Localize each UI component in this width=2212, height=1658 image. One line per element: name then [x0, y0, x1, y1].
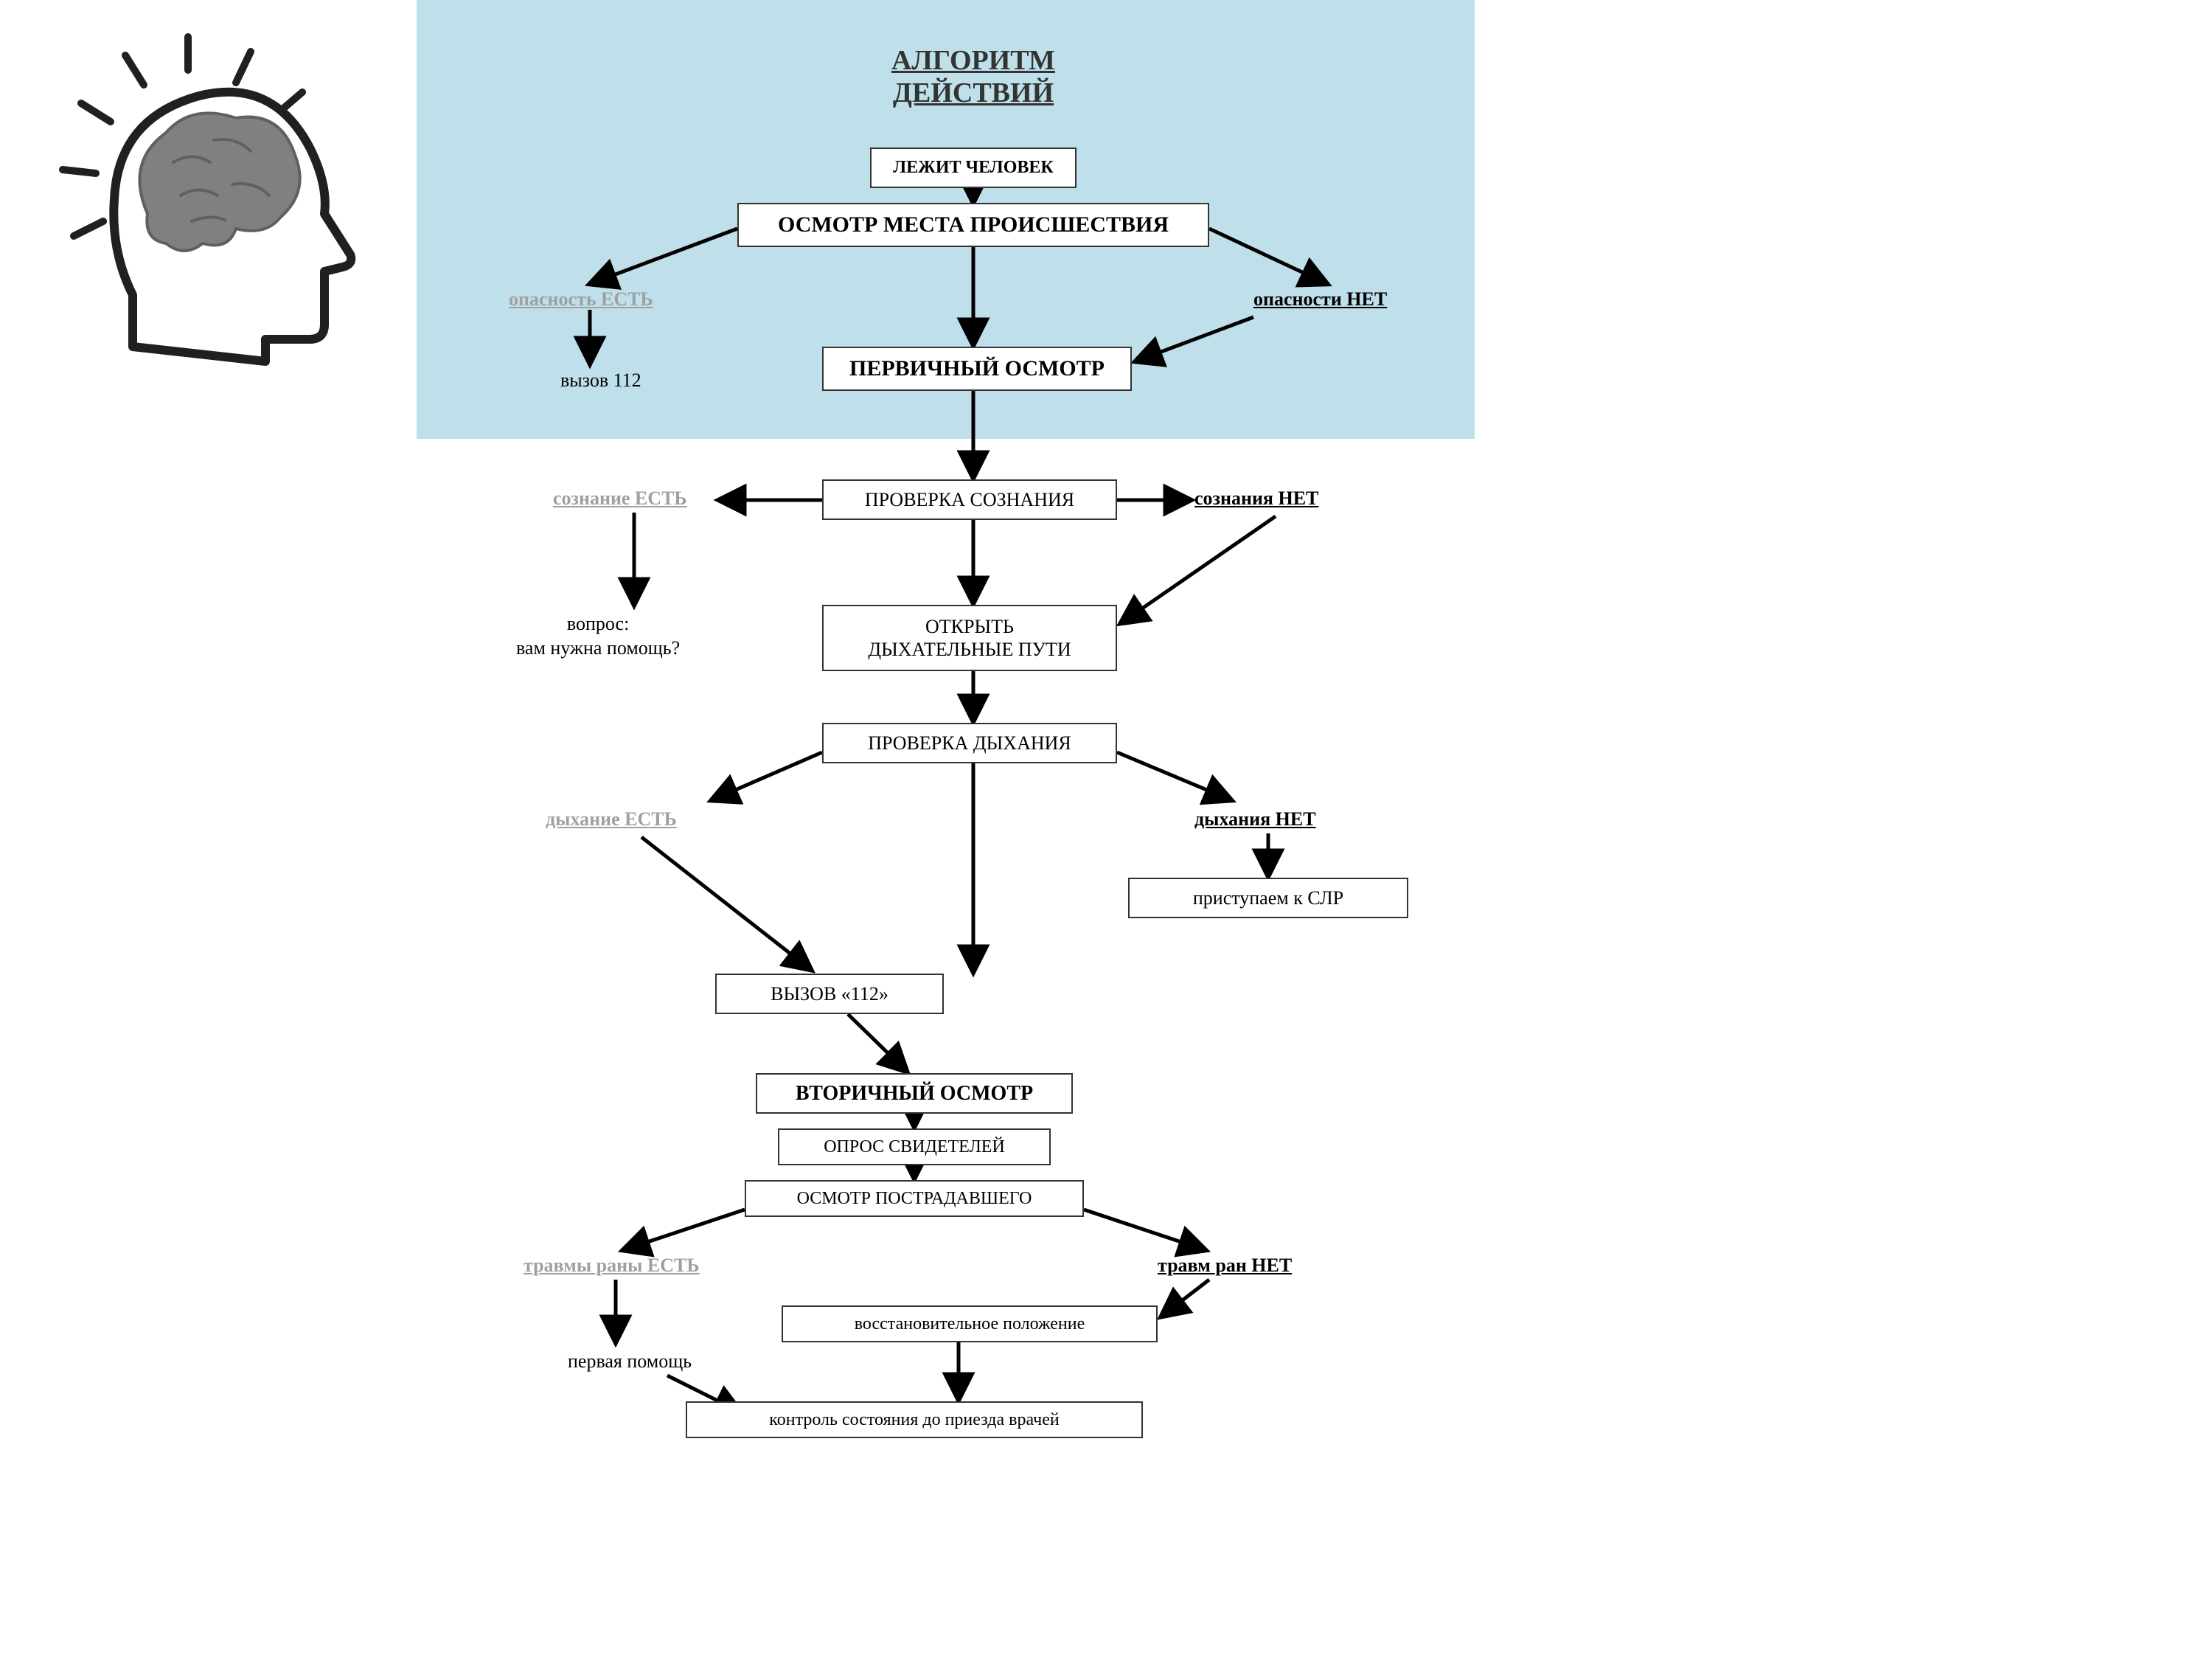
node-text: ВТОРИЧНЫЙ ОСМОТР: [788, 1078, 1040, 1109]
flowchart-node-n_breathing: ПРОВЕРКА ДЫХАНИЯ: [822, 723, 1117, 763]
node-text: приступаем к СЛР: [1186, 884, 1351, 912]
flowchart-node-n_primary: ПЕРВИЧНЫЙ ОСМОТР: [822, 347, 1132, 391]
flowchart-label-danger_no: опасности НЕТ: [1253, 288, 1387, 312]
flowchart-node-n_recovery: восстановительное положение: [782, 1305, 1158, 1342]
flowchart-node-n_monitor: контроль состояния до приезда врачей: [686, 1401, 1143, 1438]
flowchart-node-n_call112: ВЫЗОВ «112»: [715, 974, 944, 1014]
node-text: восстановительное положение: [847, 1311, 1093, 1338]
flowchart-label-danger_yes: опасность ЕСТЬ: [509, 288, 653, 312]
flowchart-label-breath_yes: дыхание ЕСТЬ: [546, 808, 677, 832]
node-text: ВЫЗОВ «112»: [763, 979, 896, 1008]
flowchart-node-n_witness: ОПРОС СВИДЕТЕЛЕЙ: [778, 1128, 1051, 1165]
flowchart-node-n_person: ЛЕЖИТ ЧЕЛОВЕК: [870, 148, 1077, 188]
flowchart-label-first_aid: первая помощь: [568, 1350, 692, 1374]
flowchart-node-n_scene: ОСМОТР МЕСТА ПРОИСШЕСТВИЯ: [737, 203, 1209, 247]
flowchart-label-call_112: вызов 112: [560, 369, 641, 393]
flowchart-node-n_airways: ОТКРЫТЬДЫХАТЕЛЬНЫЕ ПУТИ: [822, 605, 1117, 671]
node-text: ОПРОС СВИДЕТЕЛЕЙ: [816, 1134, 1012, 1161]
flowchart-label-conscious_yes: сознание ЕСТЬ: [553, 487, 687, 511]
flowchart-node-n_victim: ОСМОТР ПОСТРАДАВШЕГО: [745, 1180, 1084, 1217]
page-title: АЛГОРИТМ ДЕЙСТВИЙ: [811, 44, 1135, 109]
node-text: ОТКРЫТЬДЫХАТЕЛЬНЫЕ ПУТИ: [860, 612, 1078, 664]
brain-head-icon: [44, 30, 369, 384]
node-text: ПРОВЕРКА СОЗНАНИЯ: [858, 485, 1082, 514]
node-text: ПЕРВИЧНЫЙ ОСМОТР: [842, 353, 1112, 385]
flowchart-node-n_cpr: приступаем к СЛР: [1128, 878, 1408, 918]
node-text: ОСМОТР МЕСТА ПРОИСШЕСТВИЯ: [771, 209, 1176, 241]
flowchart-label-breath_no: дыхания НЕТ: [1194, 808, 1316, 832]
node-text: контроль состояния до приезда врачей: [762, 1406, 1066, 1434]
flowchart-label-injury_no: травм ран НЕТ: [1158, 1254, 1292, 1278]
flowchart-label-question: вопрос:вам нужна помощь?: [516, 612, 680, 660]
node-text: ПРОВЕРКА ДЫХАНИЯ: [860, 729, 1079, 757]
flowchart-node-n_secondary: ВТОРИЧНЫЙ ОСМОТР: [756, 1073, 1073, 1114]
flowchart-node-n_conscious: ПРОВЕРКА СОЗНАНИЯ: [822, 479, 1117, 520]
flowchart-label-injury_yes: травмы раны ЕСТЬ: [524, 1254, 700, 1278]
node-text: ОСМОТР ПОСТРАДАВШЕГО: [790, 1185, 1040, 1213]
flowchart-label-conscious_no: сознания НЕТ: [1194, 487, 1318, 511]
node-text: ЛЕЖИТ ЧЕЛОВЕК: [886, 154, 1061, 181]
